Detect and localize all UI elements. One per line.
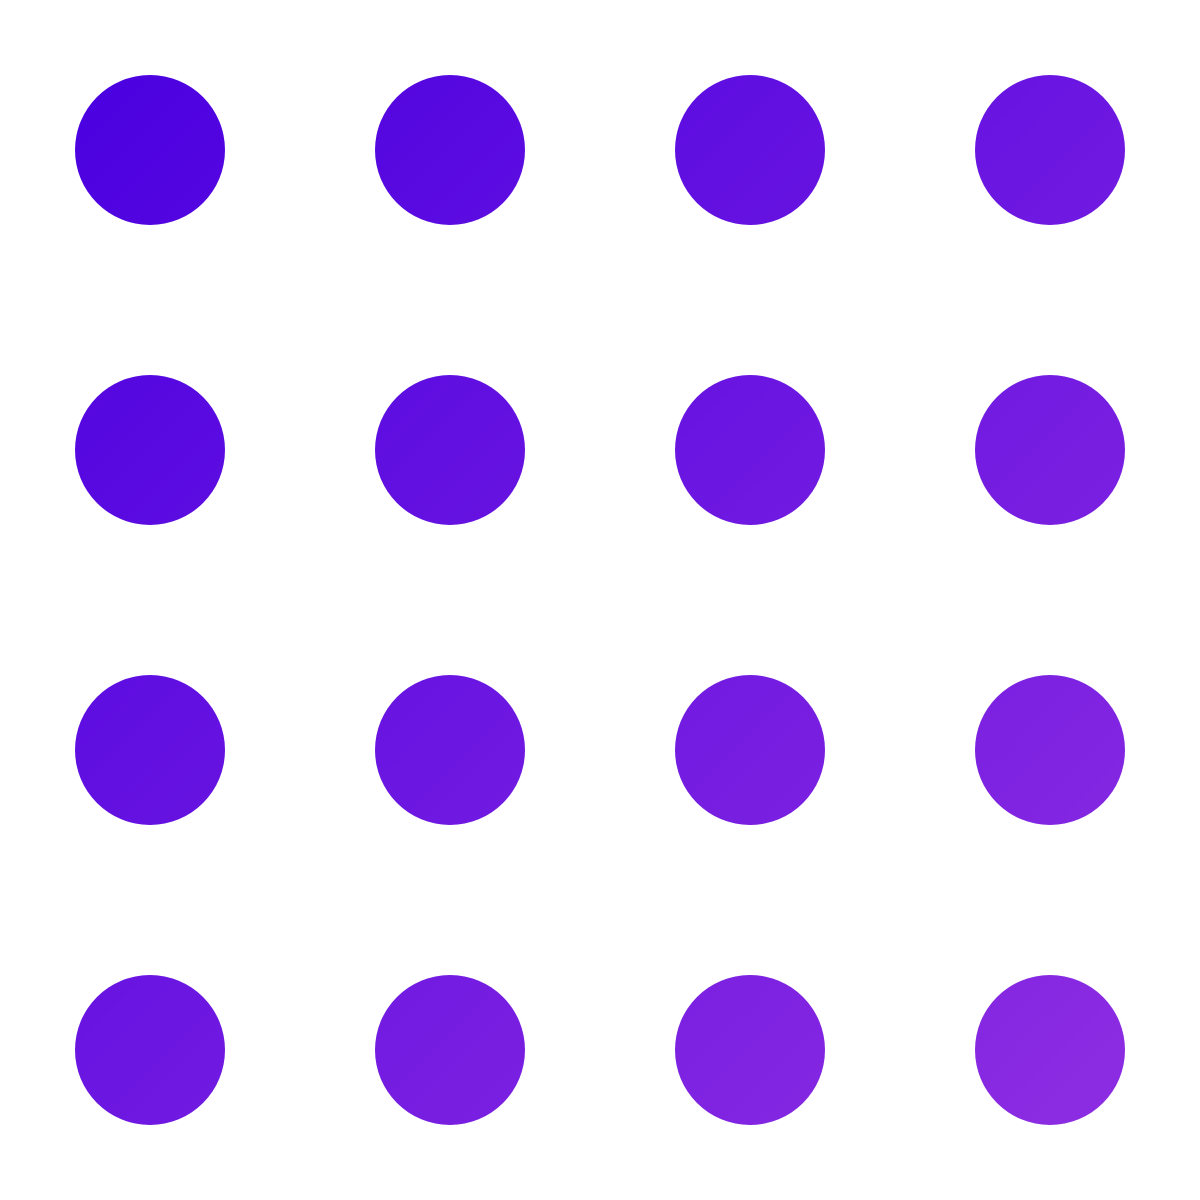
- dot-cell: [900, 0, 1200, 300]
- dot-cell: [300, 0, 600, 300]
- circle-dot: [375, 375, 525, 525]
- dot-cell: [0, 900, 300, 1200]
- dot-cell: [600, 600, 900, 900]
- circle-dot: [75, 375, 225, 525]
- circle-dot: [975, 675, 1125, 825]
- circle-dot: [675, 975, 825, 1125]
- dot-cell: [0, 600, 300, 900]
- dot-cell: [600, 300, 900, 600]
- dot-cell: [900, 600, 1200, 900]
- circle-dot: [675, 675, 825, 825]
- circle-dot: [375, 975, 525, 1125]
- dot-cell: [600, 0, 900, 300]
- circle-dot: [975, 375, 1125, 525]
- circle-dot: [75, 975, 225, 1125]
- dot-cell: [900, 300, 1200, 600]
- circle-dot: [375, 75, 525, 225]
- circle-dot: [675, 75, 825, 225]
- dot-cell: [300, 600, 600, 900]
- circle-dot: [975, 975, 1125, 1125]
- circle-dot: [675, 375, 825, 525]
- dot-cell: [300, 900, 600, 1200]
- circle-dot: [975, 75, 1125, 225]
- circle-dot: [375, 675, 525, 825]
- dot-cell: [300, 300, 600, 600]
- dot-cell: [0, 0, 300, 300]
- dot-cell: [900, 900, 1200, 1200]
- circle-dot: [75, 75, 225, 225]
- dot-cell: [0, 300, 300, 600]
- circle-dot: [75, 675, 225, 825]
- dot-cell: [600, 900, 900, 1200]
